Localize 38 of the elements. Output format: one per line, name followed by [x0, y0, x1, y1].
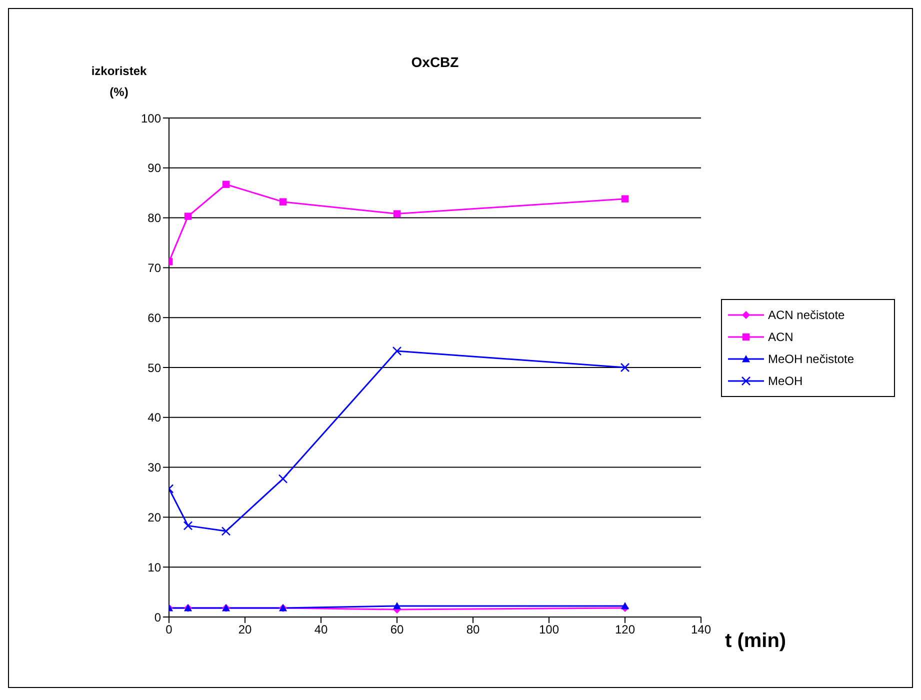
x-tick-label: 140: [690, 622, 712, 637]
y-axis-title: izkoristek (%): [90, 63, 148, 101]
x-tick-label: 40: [314, 622, 328, 637]
point: [620, 362, 630, 372]
y-tick-label: 20: [148, 510, 162, 524]
x-tick-label: 120: [614, 622, 636, 637]
x-tick-label: 80: [466, 622, 480, 637]
point: [621, 602, 629, 610]
point: [183, 521, 193, 530]
x-tick-label: 60: [390, 622, 404, 637]
legend-label: ACN: [768, 330, 794, 344]
y-tick-label: 100: [140, 111, 162, 126]
y-tick-label: 40: [148, 410, 162, 425]
point: [279, 198, 287, 206]
chart-title: OxCBZ: [410, 54, 460, 70]
point: [392, 346, 402, 356]
legend-label: MeOH nečistote: [768, 352, 854, 366]
x-tick-label: 0: [166, 622, 173, 637]
point: [184, 212, 192, 220]
point: [221, 526, 231, 536]
x-axis-title: t (min): [725, 630, 786, 653]
point: [278, 474, 288, 484]
legend-label: ACN nečistote: [768, 308, 845, 322]
x-tick-label: 100: [538, 622, 560, 637]
y-tick-label: 30: [148, 460, 162, 475]
point: [393, 602, 401, 610]
y-tick-label: 80: [148, 211, 162, 226]
point: [393, 210, 401, 218]
x-tick-label: 20: [238, 622, 252, 637]
y-tick-label: 60: [148, 310, 162, 325]
y-tick-label: 50: [148, 360, 162, 375]
y-tick-label: 10: [148, 560, 162, 574]
y-tick-label: 0: [154, 610, 162, 624]
point: [222, 180, 230, 188]
y-tick-label: 70: [148, 260, 162, 275]
point: [621, 195, 629, 202]
y-tick-label: 90: [148, 161, 162, 176]
legend-label: MeOH: [768, 374, 803, 388]
